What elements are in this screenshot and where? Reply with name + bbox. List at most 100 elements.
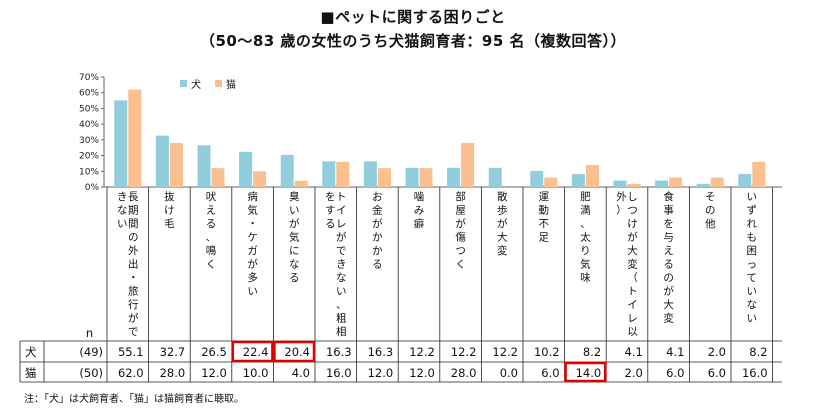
category-label: 吠える、鳴く: [206, 191, 217, 271]
data-label-dog: 2.0: [708, 345, 726, 359]
bar-cat: [253, 171, 267, 187]
category-label: 散歩が大変: [497, 190, 508, 257]
category-label: をする: [325, 191, 336, 230]
data-label-dog: 16.3: [368, 345, 394, 359]
data-label-dog: 4.1: [666, 345, 684, 359]
highlight-box: [273, 340, 316, 363]
data-label-cat: 12.0: [201, 366, 227, 380]
bar-dog: [488, 167, 502, 187]
bar-cat: [128, 89, 142, 187]
category-label: 抜け毛: [164, 190, 175, 230]
bar-dog: [322, 161, 336, 187]
data-label-dog: 4.1: [625, 345, 643, 359]
bar-dog: [571, 174, 585, 187]
bar-dog: [114, 100, 128, 187]
bar-cat: [544, 177, 558, 187]
bar-cat: [336, 161, 350, 187]
footnote: 注：「犬」は犬飼育者、「猫」は猫飼育者に聴取。: [24, 394, 244, 405]
category-label: 肥満、太り気味: [580, 191, 591, 284]
data-label-cat: 12.0: [368, 366, 394, 380]
data-label-cat: 28.0: [451, 366, 477, 380]
category-label: いずれも困っていない: [747, 191, 758, 325]
data-label-cat: 4.0: [292, 366, 310, 380]
data-label-dog: 8.2: [749, 345, 767, 359]
data-label-cat: 10.0: [243, 366, 269, 380]
y-tick-label: 10%: [79, 167, 99, 177]
category-label: 噛み癖: [414, 190, 425, 230]
legend: 犬 猫: [180, 76, 236, 91]
bar-dog: [280, 154, 294, 187]
bar-dog: [447, 167, 461, 187]
n-header: n: [86, 326, 93, 340]
bar-cat: [419, 168, 433, 187]
legend-swatch-dog: [180, 80, 187, 87]
category-label: 外）: [616, 191, 627, 217]
data-label-cat: 16.0: [742, 366, 768, 380]
bar-cat: [585, 165, 599, 187]
y-tick-label: 40%: [79, 120, 99, 130]
bar-cat: [461, 143, 475, 187]
data-label-dog: 12.2: [451, 345, 477, 359]
data-label-dog: 10.2: [534, 345, 560, 359]
bar-cat: [377, 168, 391, 187]
data-label-dog: 55.1: [118, 345, 144, 359]
bar-dog: [155, 135, 169, 187]
data-label-cat: 12.0: [409, 366, 435, 380]
bar-dog: [363, 161, 377, 187]
data-label-dog: 8.2: [583, 345, 601, 359]
category-label: 臭いが気になる: [289, 190, 300, 284]
bar-dog: [530, 170, 544, 187]
bar-dog: [696, 183, 710, 187]
bar-cat: [294, 180, 308, 187]
data-label-cat: 16.0: [326, 366, 352, 380]
data-label-cat: 6.0: [708, 366, 726, 380]
bar-cat: [669, 177, 683, 187]
category-label: きない: [117, 191, 128, 230]
chart-title: ■ペットに関する困りごと: [320, 8, 506, 26]
highlight-box: [564, 361, 607, 383]
data-label-dog: 12.2: [492, 345, 518, 359]
data-label-cat: 28.0: [160, 366, 186, 380]
data-label-cat: 0.0: [500, 366, 518, 380]
bar-dog: [197, 145, 211, 187]
category-label: しつけが大変（トイレ以: [627, 191, 638, 338]
data-label-cat: 2.0: [625, 366, 643, 380]
category-label: 長期間の外出・旅行がで: [128, 191, 139, 338]
y-tick-label: 20%: [79, 152, 99, 162]
data-label-dog: 22.4: [243, 345, 269, 359]
data-label-dog: 26.5: [201, 345, 227, 359]
category-label: 運動不足: [539, 191, 550, 244]
data-label-dog: 16.3: [326, 345, 352, 359]
row-label: 犬: [25, 345, 37, 359]
row-n: (50): [79, 366, 103, 380]
y-tick-label: 0%: [85, 183, 100, 193]
legend-label-dog: 犬: [191, 80, 201, 91]
chart-subtitle: （50～83 歳の女性のうち犬猫飼育者：95 名（複数回答））: [199, 32, 627, 50]
data-label-dog: 32.7: [160, 345, 186, 359]
data-label-cat: 6.0: [666, 366, 684, 380]
data-label-cat: 14.0: [576, 366, 602, 380]
row-label: 猫: [25, 366, 37, 380]
bar-cat: [169, 143, 183, 187]
data-label-cat: 62.0: [118, 366, 144, 380]
bar-dog: [655, 180, 669, 187]
y-tick-label: 50%: [79, 104, 99, 114]
category-label: お金がかかる: [372, 191, 383, 271]
highlight-box: [231, 340, 274, 363]
bar-cat: [627, 183, 641, 187]
y-tick-label: 30%: [79, 136, 99, 146]
bar-cat: [710, 177, 724, 187]
category-label: 食事を与えるのが大変: [663, 190, 674, 325]
bar-dog: [613, 180, 627, 187]
bar-cat: [211, 168, 225, 187]
category-label: トイレができない、粗相: [336, 191, 347, 338]
y-tick-label: 60%: [79, 89, 99, 99]
data-label-dog: 12.2: [409, 345, 435, 359]
category-label: 病気・ケガが多い: [247, 190, 258, 298]
legend-swatch-cat: [215, 80, 222, 87]
data-label-dog: 20.4: [284, 345, 310, 359]
bar-cat: [752, 161, 766, 187]
category-label: 部屋が傷つく: [455, 190, 466, 271]
bar-dog: [738, 174, 752, 187]
